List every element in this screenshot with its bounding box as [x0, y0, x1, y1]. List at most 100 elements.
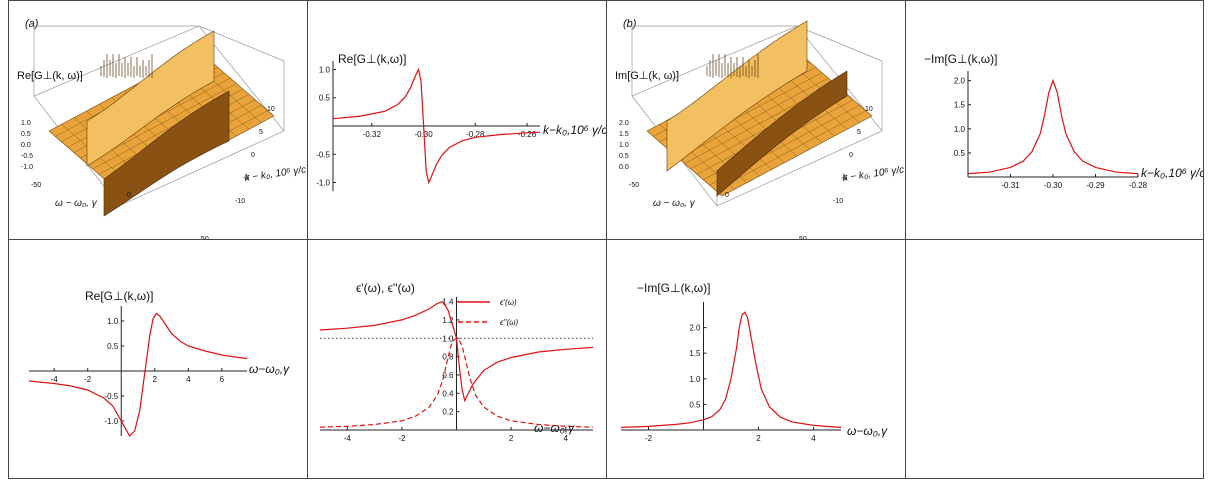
k-tick-label: -10: [833, 198, 843, 205]
chart-title: −Im[G⊥(k,ω)]: [924, 52, 998, 66]
x-tick-label: -0.30: [1044, 181, 1063, 190]
chart-imneg-vs-k: -0.31 -0.30 -0.29 -0.28 2.0 1.5 1.0 0.5 −Im[G⊥(k…: [924, 52, 1204, 190]
resonance-ridge-up: [666, 20, 808, 172]
k-tick-label: 0: [251, 152, 255, 159]
series-line-2: [319, 337, 594, 428]
y-tick-label: 0.5: [954, 149, 966, 158]
y-tick-label: 1.0: [954, 125, 966, 134]
omega-tick-label: -50: [31, 182, 41, 189]
z-tick-label: 1.0: [21, 120, 31, 127]
y-tick-label: 2.0: [954, 77, 966, 86]
x-axis-label: k−k₀,10⁶ γ/c: [543, 123, 607, 137]
z-tick-label: 2.0: [619, 120, 629, 127]
panel-tag: (a): [25, 18, 39, 30]
panel-imneg-vs-k: -0.31 -0.30 -0.29 -0.28 2.0 1.5 1.0 0.5 −Im[G⊥(k…: [905, 0, 1204, 240]
k-tick-label: -5: [841, 175, 847, 182]
k-tick-label: 0: [849, 152, 853, 159]
series-line-1: [28, 312, 248, 437]
panel-epsilon: -4 -2 2 4 1.4 1.2 1.0 0.8 0.6 0.4 0.2 ϵ'(ω), ϵ''(ω)…: [307, 239, 607, 479]
legend-entry: ϵ'(ω): [500, 298, 517, 307]
y-tick-label: 1.0: [442, 334, 454, 343]
panel-surface-a: (a) Re[G⊥(k, ω)] 1.0 0.5 0.0 -0.5 -1.0 -50 0 50 ω …: [8, 0, 308, 240]
omega-axis-label: ω − ω₀, γ: [55, 198, 98, 209]
k-axis-label: k − k₀, 10⁶ γ/c: [842, 164, 905, 184]
x-tick-label: 6: [220, 375, 225, 384]
box-top: [631, 25, 883, 96]
figure-grid: (a) Re[G⊥(k, ω)] 1.0 0.5 0.0 -0.5 -1.0 -50 0 50 ω …: [8, 0, 1204, 479]
y-tick-label: 2.0: [689, 324, 701, 333]
chart-re-vs-omega: -4 -2 2 4 6 1.0 0.5 -0.5 -1.0 Re[G⊥(k,ω)] ω−ω₀,γ: [28, 289, 290, 437]
x-tick-label: -4: [344, 434, 352, 443]
omega-tick-label: -50: [629, 182, 639, 189]
x-axis-label: ω−ω₀,γ: [534, 421, 575, 435]
omega-tick-label: 0: [725, 192, 729, 199]
k-tick-label: -10: [235, 198, 245, 205]
z-axis-label: Re[G⊥(k, ω)]: [17, 70, 83, 82]
y-tick-label: 0.5: [319, 94, 331, 103]
series-line-1: [332, 67, 541, 185]
x-tick-label: -2: [398, 434, 406, 443]
resonance-ridge-up: [86, 30, 215, 167]
series-line-1: [967, 78, 1139, 175]
box-top: [33, 25, 285, 96]
x-axis-label: k−k₀,10⁶ γ/c: [1141, 166, 1204, 180]
y-tick-label: 0.8: [442, 353, 454, 362]
x-tick-label: -0.32: [363, 130, 382, 139]
omega-tick-label: 50: [799, 236, 807, 240]
z-tick-label: 0.5: [21, 131, 31, 138]
z-tick-label: 0.0: [21, 142, 31, 149]
z-tick-label: 1.5: [619, 131, 629, 138]
chart-title: Re[G⊥(k,ω)]: [85, 289, 154, 303]
chart-re-vs-k: -0.32 -0.30 -0.28 -0.261.00.5-0.5-1.0Re[G⊥(…: [316, 52, 607, 191]
x-tick-label: -2: [645, 434, 653, 443]
y-tick-label: 0.5: [107, 342, 119, 351]
k-tick-label: 5: [259, 129, 263, 136]
k-tick-label: 5: [857, 129, 861, 136]
k-axis-label: k − k₀, 10⁶ γ/c: [244, 164, 307, 184]
x-axis-label: ω−ω₀,γ: [249, 362, 290, 376]
x-tick-label: -0.28: [466, 130, 485, 139]
panel-empty: [905, 239, 1204, 479]
chart-title: −Im[G⊥(k,ω)]: [637, 281, 711, 295]
panel-tag: (b): [623, 18, 637, 30]
x-tick-label: -0.29: [1086, 181, 1105, 190]
series-line-1: [319, 300, 594, 403]
z-tick-label: -1.0: [21, 164, 33, 171]
z-tick-label: -0.5: [21, 153, 33, 160]
x-tick-label: 4: [563, 434, 568, 443]
x-tick-label: 2: [509, 434, 514, 443]
omega-axis-label: ω − ω₀, γ: [653, 198, 696, 209]
x-axis-label: ω−ω₀,γ: [847, 424, 888, 438]
panel-re-vs-omega: -4 -2 2 4 6 1.0 0.5 -0.5 -1.0 Re[G⊥(k,ω)] ω−ω₀,γ: [8, 239, 308, 479]
x-tick-label: 2: [756, 434, 761, 443]
surface-grid-line: [715, 110, 866, 191]
k-tick-label: -5: [243, 175, 249, 182]
chart-title: Re[G⊥(k,ω)]: [338, 52, 407, 66]
y-tick-label: 1.2: [442, 316, 454, 325]
y-tick-label: -1.0: [316, 179, 330, 188]
z-tick-label: 0.5: [619, 153, 629, 160]
y-tick-label: -1.0: [104, 417, 118, 426]
y-tick-label: -0.5: [104, 392, 118, 401]
chart-epsilon: -4 -2 2 4 1.4 1.2 1.0 0.8 0.6 0.4 0.2 ϵ'(ω), ϵ''(ω)…: [319, 281, 594, 443]
omega-tick-label: 50: [201, 236, 209, 240]
x-tick-label: -2: [84, 375, 92, 384]
y-tick-label: 1.0: [107, 317, 119, 326]
x-tick-label: 2: [153, 375, 158, 384]
y-tick-label: -0.5: [316, 150, 330, 159]
surface-plot-a: (a) Re[G⊥(k, ω)] 1.0 0.5 0.0 -0.5 -1.0 -50 0 50 ω …: [17, 18, 307, 240]
resonance-ridge-down: [103, 90, 230, 217]
x-tick-label: -0.26: [518, 130, 537, 139]
y-tick-label: 1.0: [689, 375, 701, 384]
x-tick-label: 4: [186, 375, 191, 384]
y-tick-label: 0.6: [442, 371, 454, 380]
k-tick-label: 10: [267, 106, 275, 113]
y-tick-label: 0.4: [442, 389, 454, 398]
k-tick-label: 10: [865, 106, 873, 113]
chart-imneg-vs-omega: -2 2 4 2.0 1.5 1.0 0.5 −Im[G⊥(k,ω)] ω−ω₀,γ: [620, 281, 888, 443]
y-tick-label: 1.0: [319, 65, 331, 74]
panel-surface-b: (b) Im[G⊥(k, ω)] 2.0 1.5 1.0 0.5 0.0 -50 0 50 ω − …: [606, 0, 906, 240]
x-tick-label: -0.28: [1129, 181, 1148, 190]
panel-re-vs-k: -0.32 -0.30 -0.28 -0.26 1.0 0.5 -0.5 -1.0 Re[G⊥(…: [307, 0, 607, 240]
z-tick-label: 0.0: [619, 164, 629, 171]
